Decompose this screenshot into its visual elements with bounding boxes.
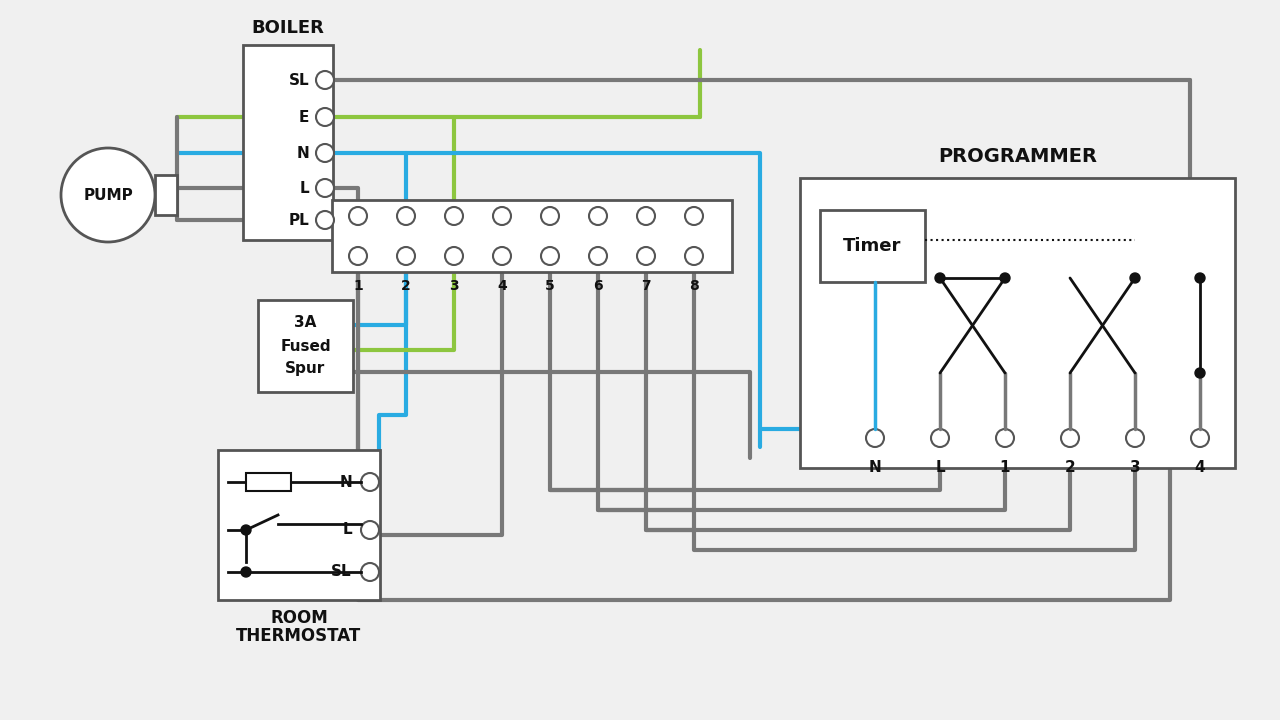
Text: ROOM: ROOM: [270, 609, 328, 627]
Text: N: N: [869, 460, 882, 475]
Circle shape: [1196, 368, 1204, 378]
Circle shape: [316, 108, 334, 126]
Text: 3: 3: [449, 279, 458, 293]
Circle shape: [1130, 273, 1140, 283]
Circle shape: [316, 179, 334, 197]
Circle shape: [61, 148, 155, 242]
Text: N: N: [296, 145, 308, 161]
Circle shape: [241, 567, 251, 577]
Text: 2: 2: [401, 279, 411, 293]
Text: L: L: [342, 523, 352, 538]
Bar: [800, 178, 1235, 468]
Text: BOILER: BOILER: [252, 19, 324, 37]
Text: SL: SL: [288, 73, 308, 88]
Text: N: N: [339, 474, 352, 490]
Text: 2: 2: [1065, 460, 1075, 475]
Text: PL: PL: [288, 212, 308, 228]
Text: 8: 8: [689, 279, 699, 293]
Bar: [218, 450, 380, 600]
Text: Timer: Timer: [844, 237, 901, 255]
Circle shape: [397, 207, 415, 225]
Circle shape: [397, 247, 415, 265]
Text: THERMOSTAT: THERMOSTAT: [237, 627, 362, 645]
Text: 3: 3: [1130, 460, 1140, 475]
Text: 4: 4: [497, 279, 507, 293]
Bar: [243, 45, 333, 240]
Text: L: L: [300, 181, 308, 196]
Circle shape: [349, 247, 367, 265]
Bar: [259, 300, 353, 392]
Bar: [155, 175, 177, 215]
Circle shape: [361, 521, 379, 539]
Circle shape: [445, 207, 463, 225]
Text: 4: 4: [1194, 460, 1206, 475]
Circle shape: [316, 211, 334, 229]
Circle shape: [241, 525, 251, 535]
Text: Spur: Spur: [285, 361, 325, 376]
Bar: [246, 473, 291, 491]
Text: SL: SL: [332, 564, 352, 580]
Circle shape: [996, 429, 1014, 447]
Text: Fused: Fused: [280, 338, 330, 354]
Bar: [332, 200, 732, 272]
Text: 7: 7: [641, 279, 650, 293]
Bar: [820, 210, 925, 282]
Circle shape: [1061, 429, 1079, 447]
Circle shape: [637, 207, 655, 225]
Circle shape: [349, 207, 367, 225]
Text: PUMP: PUMP: [83, 187, 133, 202]
Circle shape: [316, 71, 334, 89]
Text: 1: 1: [353, 279, 362, 293]
Circle shape: [867, 429, 884, 447]
Circle shape: [685, 247, 703, 265]
Circle shape: [361, 473, 379, 491]
Circle shape: [1190, 429, 1210, 447]
Text: 3A: 3A: [294, 315, 316, 330]
Circle shape: [685, 207, 703, 225]
Circle shape: [445, 247, 463, 265]
Circle shape: [541, 207, 559, 225]
Circle shape: [589, 247, 607, 265]
Text: L: L: [936, 460, 945, 475]
Circle shape: [541, 247, 559, 265]
Circle shape: [1126, 429, 1144, 447]
Circle shape: [361, 563, 379, 581]
Circle shape: [934, 273, 945, 283]
Circle shape: [493, 247, 511, 265]
Text: PROGRAMMER: PROGRAMMER: [938, 147, 1097, 166]
Circle shape: [1196, 273, 1204, 283]
Text: 6: 6: [593, 279, 603, 293]
Circle shape: [931, 429, 948, 447]
Text: E: E: [298, 109, 308, 125]
Circle shape: [589, 207, 607, 225]
Text: 5: 5: [545, 279, 554, 293]
Circle shape: [637, 247, 655, 265]
Circle shape: [316, 144, 334, 162]
Circle shape: [493, 207, 511, 225]
Text: 1: 1: [1000, 460, 1010, 475]
Circle shape: [1000, 273, 1010, 283]
